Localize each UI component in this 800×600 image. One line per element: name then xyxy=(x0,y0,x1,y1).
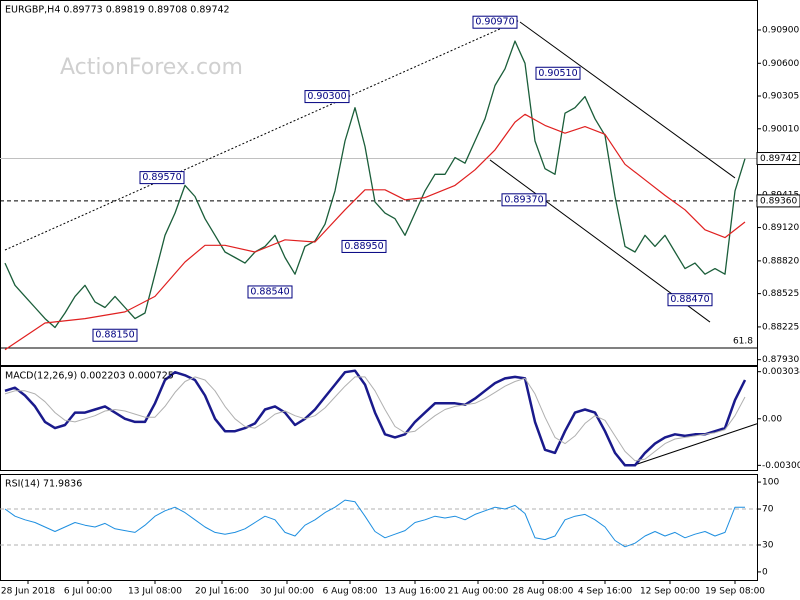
price-label-box xyxy=(535,66,581,80)
y-tick-label: 0.87930 xyxy=(762,355,799,365)
y-tick-label: 0.88820 xyxy=(762,256,799,266)
y-tick-label: 0.90010 xyxy=(762,124,799,134)
x-tick-label: 20 Jul 16:00 xyxy=(195,587,249,597)
y-tick-label: 100 xyxy=(762,478,779,488)
y-tick-label: 0.90600 xyxy=(762,59,799,69)
level-label: 0.89742 xyxy=(760,154,797,164)
price-label: 0.90510 xyxy=(538,68,577,79)
price-label-box xyxy=(501,193,547,207)
series-line xyxy=(4,376,746,462)
price-label: 0.90970 xyxy=(475,17,514,28)
y-tick-label: 70 xyxy=(762,505,774,515)
x-tick-label: 4 Sep 16:00 xyxy=(578,587,633,597)
price-label-box xyxy=(472,15,518,29)
y-tick-label: 0.88525 xyxy=(762,289,799,299)
price-label-box xyxy=(139,171,185,185)
y-tick-label: 0.90900 xyxy=(762,25,799,35)
y-tick-label: 30 xyxy=(762,540,774,550)
x-tick-label: 30 Jul 00:00 xyxy=(260,587,314,597)
price-label-box xyxy=(247,285,293,299)
level-label-box xyxy=(756,194,800,208)
x-tick-label: 28 Aug 08:00 xyxy=(513,587,574,597)
x-tick-label: 19 Sep 08:00 xyxy=(705,587,765,597)
x-tick-label: 6 Jul 00:00 xyxy=(64,587,113,597)
panel-title: MACD(12,26,9) 0.002203 0.000725 xyxy=(5,371,174,382)
price-label: 0.89370 xyxy=(504,194,543,205)
series-line xyxy=(4,40,746,329)
price-label-box xyxy=(304,90,350,104)
y-tick-label: 0.88225 xyxy=(762,322,799,332)
y-tick-label: 0.90305 xyxy=(762,92,799,102)
y-tick-label: 0.00 xyxy=(762,414,782,424)
trend-line xyxy=(519,21,736,179)
panel-frame xyxy=(0,0,758,366)
price-label: 0.88470 xyxy=(670,294,709,305)
x-tick-label: 13 Jul 08:00 xyxy=(128,587,182,597)
level-label-box xyxy=(756,152,800,166)
x-tick-label: 28 Jun 2018 xyxy=(1,587,55,597)
x-tick-label: 6 Aug 08:00 xyxy=(323,587,378,597)
x-tick-label: 21 Aug 00:00 xyxy=(448,587,509,597)
price-label: 0.88540 xyxy=(250,286,289,297)
price-label-box xyxy=(341,239,387,253)
panel-title: EURGBP,H4 0.89773 0.89819 0.89708 0.8974… xyxy=(5,5,230,16)
x-tick-label: 12 Sep 00:00 xyxy=(640,587,700,597)
price-label: 0.89570 xyxy=(142,172,181,183)
series-line xyxy=(4,369,747,467)
y-tick-label: 0 xyxy=(762,567,768,577)
series-line xyxy=(4,113,746,351)
panel-title: RSI(14) 71.9836 xyxy=(5,479,82,490)
price-label-box xyxy=(667,293,713,307)
y-tick-label: 0.89120 xyxy=(762,223,799,233)
series-line xyxy=(4,499,745,548)
watermark: ActionForex.com xyxy=(60,55,243,80)
price-label-box xyxy=(92,328,138,342)
trend-line xyxy=(631,423,758,467)
panel-frame xyxy=(0,474,758,581)
level-label: 61.8 xyxy=(733,337,753,347)
price-label: 0.90300 xyxy=(307,91,346,102)
x-tick-label: 13 Aug 16:00 xyxy=(385,587,446,597)
price-label: 0.88950 xyxy=(344,241,383,252)
y-tick-label: -0.003001 xyxy=(762,461,800,471)
level-label: 0.89360 xyxy=(760,196,797,206)
price-label: 0.88150 xyxy=(95,330,134,341)
y-tick-label: 0.003034 xyxy=(762,367,800,377)
